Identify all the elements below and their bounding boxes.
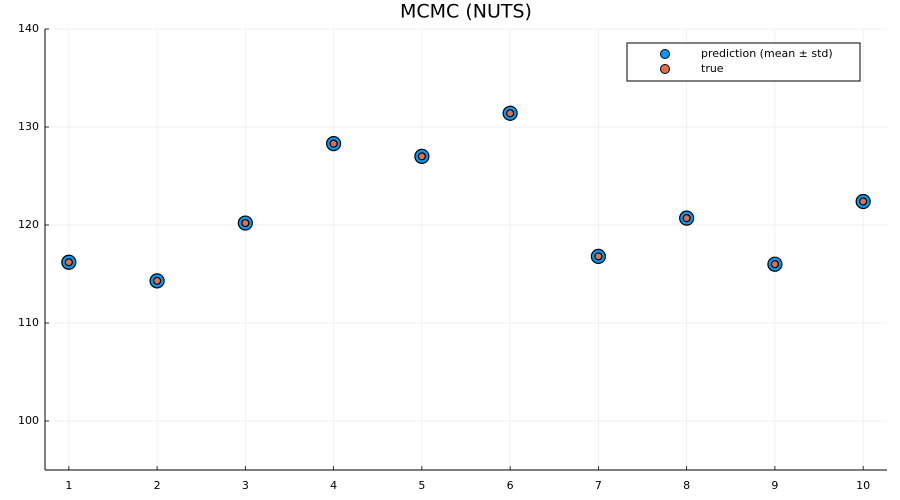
x-tick-label: 9 — [771, 479, 778, 492]
x-tick-label: 4 — [330, 479, 337, 492]
x-tick-label: 8 — [683, 479, 690, 492]
x-tick-label: 3 — [242, 479, 249, 492]
y-tick-label: 110 — [18, 316, 39, 329]
legend-label: true — [701, 62, 724, 75]
point — [506, 109, 515, 118]
y-tick-label: 120 — [18, 218, 39, 231]
legend: prediction (mean ± std) true — [626, 42, 861, 82]
point — [241, 218, 250, 228]
legend-label: prediction (mean ± std) — [701, 47, 833, 60]
x-tick-label: 1 — [65, 479, 72, 492]
legend-marker — [660, 49, 670, 59]
chart-title: MCMC (NUTS) — [400, 1, 532, 23]
y-tick-label: 100 — [18, 414, 39, 427]
y-tick-label: 130 — [18, 120, 39, 133]
point — [152, 276, 162, 285]
x-tick-label: 7 — [595, 479, 602, 492]
x-tick-label: 6 — [507, 479, 514, 492]
y-tick-label: 140 — [18, 22, 39, 35]
x-tick-label: 5 — [418, 479, 425, 492]
legend-marker — [660, 64, 670, 74]
point — [329, 139, 338, 148]
point — [417, 152, 426, 161]
point — [64, 258, 73, 267]
point — [859, 197, 868, 206]
point — [682, 214, 691, 223]
x-tick-label: 2 — [154, 479, 161, 492]
x-tick-label: 10 — [856, 479, 870, 492]
point — [594, 252, 603, 261]
point — [770, 260, 780, 269]
